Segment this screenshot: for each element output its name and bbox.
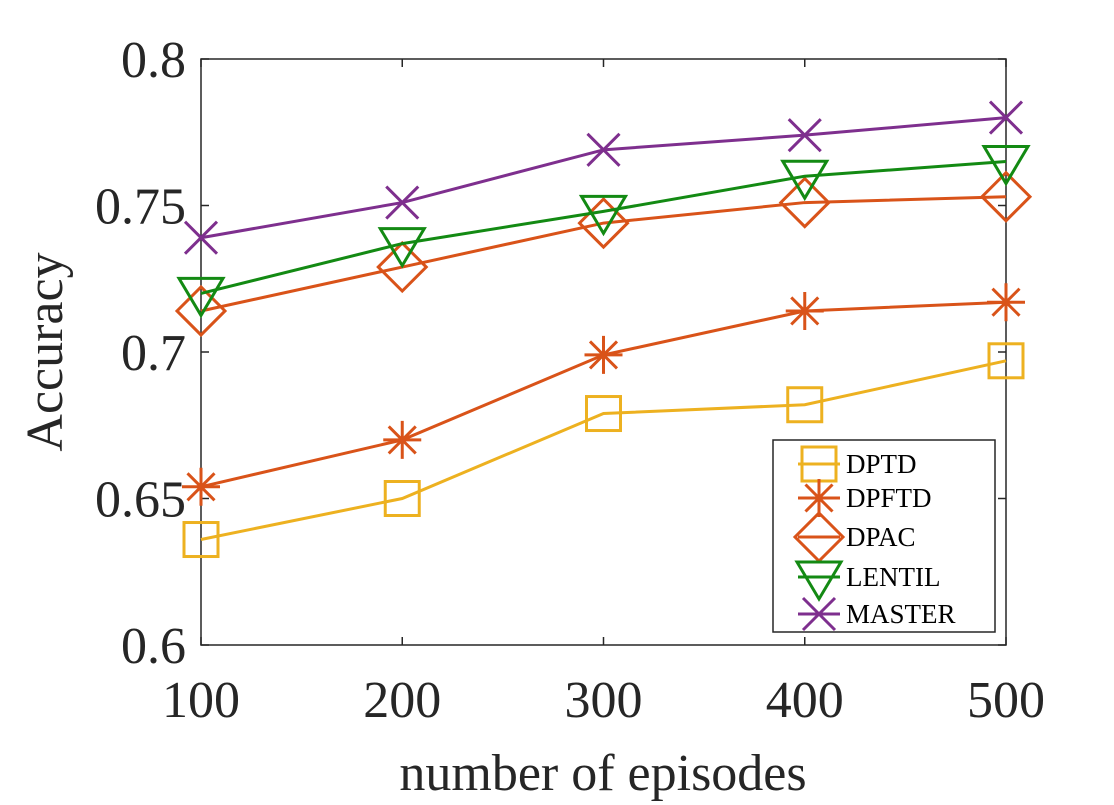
- series-dpac: [174, 170, 1033, 338]
- data-point-master: [586, 132, 621, 167]
- legend-label-master: MASTER: [846, 599, 956, 629]
- y-axis-title: Accuracy: [17, 252, 74, 451]
- data-point-lentil: [981, 145, 1031, 187]
- x-tick-label: 300: [565, 672, 643, 729]
- data-point-lentil: [780, 159, 830, 202]
- data-point-dpac: [979, 170, 1033, 223]
- data-point-dpac: [376, 240, 429, 294]
- legend-marker-master: [801, 596, 837, 632]
- legend-entry-dpftd: DPFTD: [798, 479, 932, 517]
- data-point-lentil-shape: [578, 194, 629, 237]
- series-line-dpac: [200, 195, 1007, 313]
- legend-label-lentil: LENTIL: [846, 562, 940, 592]
- x-tick-label: 500: [967, 672, 1045, 729]
- y-tick-label: 0.8: [121, 32, 186, 89]
- legend-label-dptd: DPTD: [846, 449, 917, 479]
- legend-marker-dpftd-shape: [800, 479, 838, 517]
- data-point-master: [787, 118, 822, 153]
- data-point-lentil: [578, 194, 629, 237]
- legend-marker-lentil-shape: [794, 560, 844, 602]
- data-point-dptd: [383, 480, 421, 517]
- data-point-lentil: [377, 227, 427, 269]
- series-master: [183, 100, 1024, 255]
- data-point-dptd-shape: [585, 395, 622, 433]
- x-tick-label: 200: [363, 672, 441, 729]
- y-tick-label: 0.7: [121, 325, 186, 382]
- data-point-dpftd-shape: [785, 291, 824, 330]
- data-point-dptd-shape: [182, 521, 220, 559]
- legend-marker-dpftd: [800, 479, 838, 517]
- data-point-lentil-shape: [780, 159, 830, 202]
- series-layer: [174, 100, 1033, 559]
- y-axis-tick-labels: 0.6 0.65 0.7 0.75 0.8: [95, 32, 186, 675]
- y-tick-label: 0.65: [95, 472, 186, 529]
- data-point-lentil-shape: [176, 276, 226, 319]
- legend-entry-dptd: DPTD: [798, 445, 917, 483]
- data-point-dptd-shape: [383, 480, 421, 517]
- data-point-dpac-shape: [174, 284, 228, 338]
- data-point-dpftd-shape: [584, 335, 623, 374]
- data-point-master-shape: [586, 132, 621, 167]
- data-point-dpac-shape: [778, 176, 831, 229]
- legend-entry-master: MASTER: [798, 596, 956, 632]
- series-dptd: [182, 342, 1025, 559]
- data-point-dptd-shape: [786, 386, 824, 424]
- data-point-master-shape: [385, 185, 420, 220]
- y-tick-label: 0.75: [95, 179, 186, 236]
- data-point-dptd: [786, 386, 824, 424]
- series-line-dptd: [200, 359, 1007, 541]
- data-point-master-shape: [183, 220, 219, 255]
- data-point-dpac: [778, 176, 831, 229]
- x-axis-title: number of episodes: [399, 745, 806, 802]
- data-point-dpftd-shape: [182, 467, 220, 506]
- legend-entry-dpac: DPAC: [792, 510, 916, 564]
- data-point-dptd: [182, 521, 220, 559]
- data-point-dptd: [585, 395, 622, 433]
- data-point-lentil-shape: [377, 227, 427, 269]
- series-dpftd: [182, 283, 1025, 506]
- data-point-dpac-shape: [376, 240, 429, 294]
- data-point-dpftd-shape: [383, 420, 422, 459]
- axis-ticks: [200, 58, 1007, 646]
- x-tick-label: 100: [162, 672, 240, 729]
- data-point-dpac-shape: [979, 170, 1033, 223]
- series-lentil: [176, 145, 1031, 319]
- data-point-dpftd: [987, 283, 1025, 322]
- data-point-lentil: [176, 276, 226, 319]
- data-point-dpftd: [383, 420, 422, 459]
- legend-marker-master-shape: [801, 596, 837, 632]
- data-point-dpftd-shape: [987, 283, 1025, 322]
- data-point-master: [988, 100, 1024, 135]
- y-tick-label: 0.6: [121, 618, 186, 675]
- legend-marker-lentil: [794, 560, 844, 602]
- data-point-dptd: [987, 342, 1025, 380]
- data-point-dpftd: [182, 467, 220, 506]
- series-line-lentil: [200, 160, 1007, 295]
- data-point-master-shape: [787, 118, 822, 153]
- x-axis-tick-labels: 100 200 300 400 500: [162, 672, 1045, 729]
- data-point-dpac: [174, 284, 228, 338]
- legend-entry-lentil: LENTIL: [794, 560, 940, 602]
- x-tick-label: 400: [766, 672, 844, 729]
- data-point-master: [183, 220, 219, 255]
- data-point-dptd-shape: [987, 342, 1025, 380]
- data-point-lentil-shape: [981, 145, 1031, 187]
- data-point-dpftd: [785, 291, 824, 330]
- data-point-master: [385, 185, 420, 220]
- legend-label-dpftd: DPFTD: [846, 483, 932, 513]
- data-point-master-shape: [988, 100, 1024, 135]
- data-point-dpftd: [584, 335, 623, 374]
- legend: DPTD DPFTD DPAC LENTIL MASTER: [772, 439, 996, 633]
- legend-label-dpac: DPAC: [846, 522, 916, 552]
